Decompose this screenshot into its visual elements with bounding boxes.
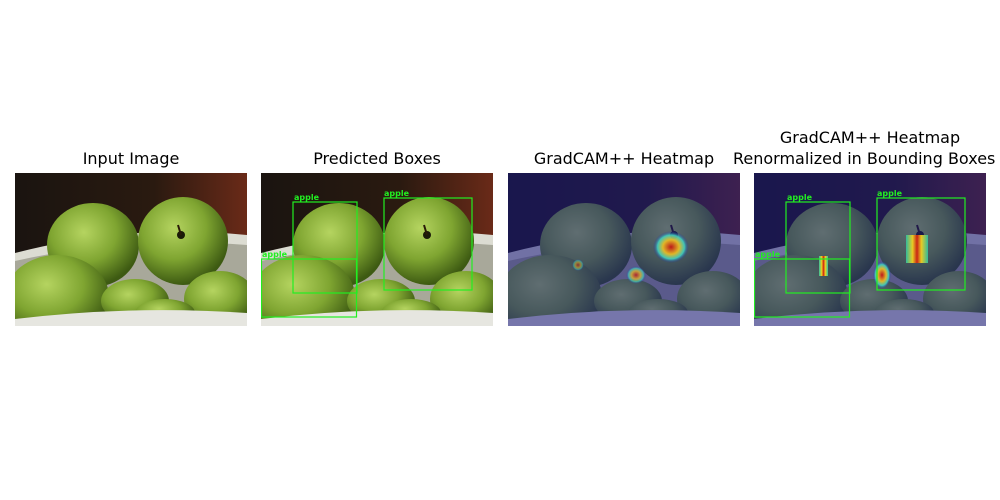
heatmap-hotspot [819, 256, 828, 276]
input-image-panel [15, 173, 247, 326]
predicted-boxes-panel: apple apple apple [261, 173, 493, 326]
input-image [15, 173, 247, 326]
bounding-box [876, 197, 966, 291]
bounding-box [754, 258, 851, 318]
heatmap-hotspot [572, 259, 584, 271]
box-label: apple [787, 193, 813, 202]
bounding-box [383, 197, 473, 291]
heatmap-hotspot [626, 266, 646, 284]
box-label: apple [755, 250, 781, 259]
heatmap-image [508, 173, 740, 326]
renormalized-heatmap-title-line1: GradCAM++ Heatmap [779, 128, 961, 147]
heatmap-panel [508, 173, 740, 326]
bounding-box [292, 201, 358, 294]
box-label: apple [877, 189, 903, 198]
renormalized-heatmap-title-line2: Renormalized in Bounding Boxes [733, 149, 996, 168]
bounding-box [785, 201, 851, 294]
renormalized-heatmap-image: apple apple apple [754, 173, 986, 326]
box-label: apple [384, 189, 410, 198]
box-label: apple [294, 193, 320, 202]
heatmap-hotspot [873, 261, 891, 289]
heatmap-hotspot [653, 231, 689, 263]
box-label: apple [262, 250, 288, 259]
heatmap-hotspot [906, 235, 928, 263]
input-image-title: Input Image [82, 149, 180, 168]
heatmap-title: GradCAM++ Heatmap [533, 149, 715, 168]
predicted-boxes-title: Predicted Boxes [313, 149, 441, 168]
renormalized-heatmap-panel: apple apple apple [754, 173, 986, 326]
bounding-box [261, 258, 358, 318]
predicted-boxes-image: apple apple apple [261, 173, 493, 326]
